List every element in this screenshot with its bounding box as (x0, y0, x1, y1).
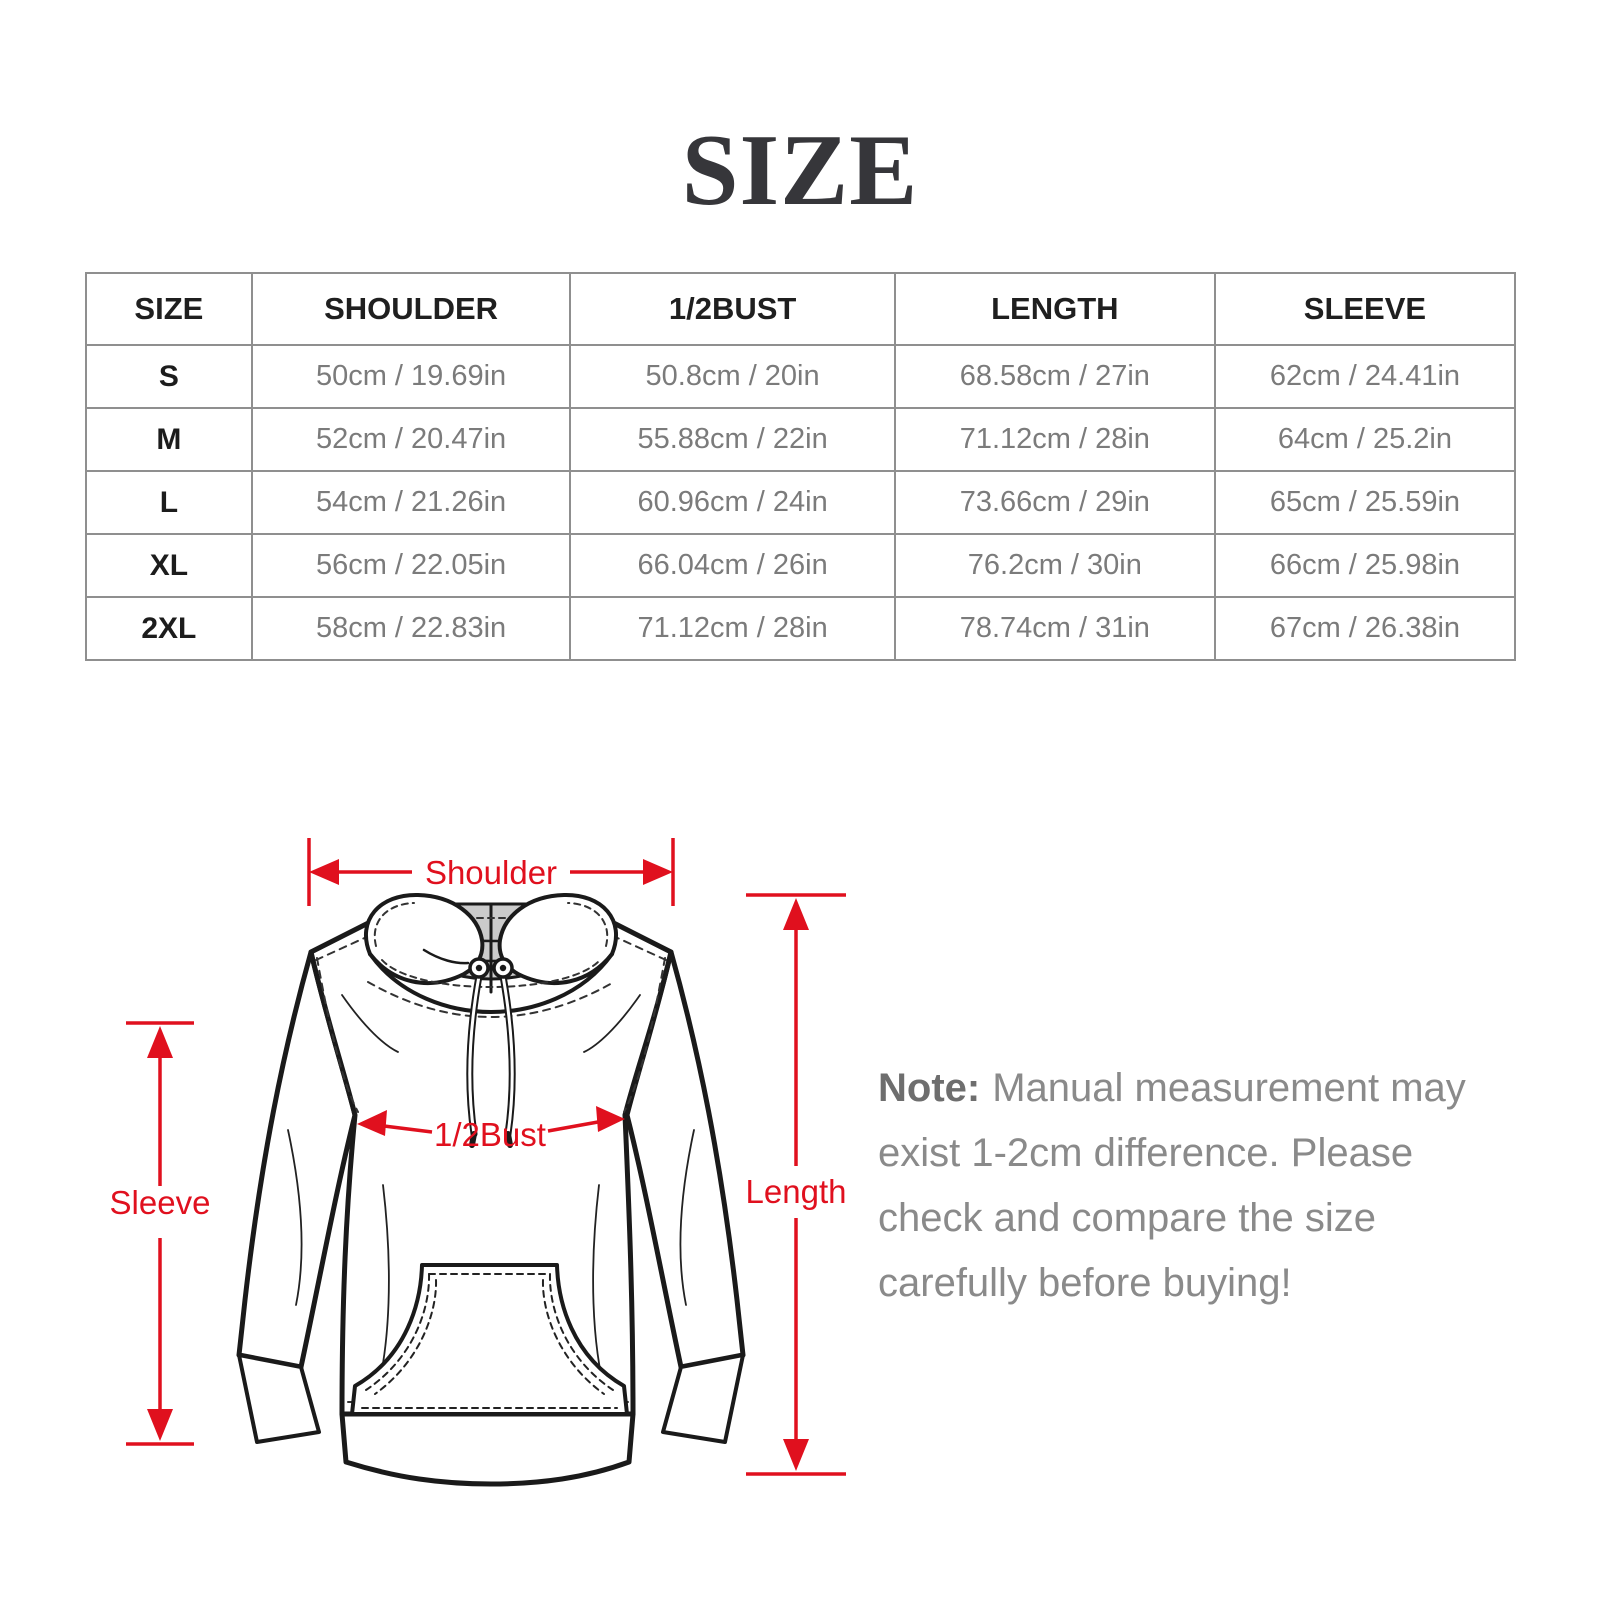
table-row-s: S 50cm / 19.69in 50.8cm / 20in 68.58cm /… (85, 344, 1517, 409)
drawstrings (466, 972, 516, 1148)
shoulder-value: 58cm / 22.83in (250, 596, 572, 661)
kangaroo-pocket (350, 1263, 629, 1416)
page-title: SIZE (681, 114, 919, 227)
note-line: check and compare the size (878, 1196, 1377, 1240)
halfbust-value: 55.88cm / 22in (569, 407, 896, 472)
size-label: S (85, 344, 253, 409)
size-label: 2XL (85, 596, 253, 661)
collar-fold-line (422, 948, 470, 965)
col-header-size: SIZE (85, 272, 253, 346)
shoulder-label: Shoulder (425, 854, 557, 891)
eyelets (468, 957, 514, 979)
length-value: 78.74cm / 31in (893, 596, 1216, 661)
note-line: carefully before buying! (878, 1261, 1292, 1305)
note-text: Manual measurement may (992, 1066, 1466, 1110)
shoulder-value: 54cm / 21.26in (250, 470, 572, 535)
length-value: 76.2cm / 30in (893, 533, 1216, 598)
arrowhead-down (147, 1409, 173, 1441)
table-row-l: L 54cm / 21.26in 60.96cm / 24in 73.66cm … (85, 470, 1517, 535)
length-value: 73.66cm / 29in (893, 470, 1216, 535)
length-value: 71.12cm / 28in (893, 407, 1216, 472)
sleeve-label: Sleeve (110, 1184, 211, 1221)
table-row-2xl: 2XL 58cm / 22.83in 71.12cm / 28in 78.74c… (85, 596, 1517, 661)
collar-bottom-edge (368, 952, 614, 1014)
length-value: 68.58cm / 27in (893, 344, 1216, 409)
note-line: Note: Manual measurement may (878, 1056, 1498, 1121)
arrowhead-left (357, 1110, 387, 1136)
table-row-xl: XL 56cm / 22.05in 66.04cm / 26in 76.2cm … (85, 533, 1517, 598)
shoulder-value: 50cm / 19.69in (250, 344, 572, 409)
arrowhead-up (783, 898, 809, 930)
sleeve-value: 65cm / 25.59in (1213, 470, 1517, 535)
measurement-diagram: Shoulder 1/2Bust Length Sleeve (80, 800, 880, 1590)
table-header-row: SIZE SHOULDER 1/2BUST LENGTH SLEEVE (85, 272, 1517, 346)
collar-stitching (373, 902, 609, 988)
size-label: L (85, 470, 253, 535)
right-cuff (661, 1353, 745, 1444)
sleeve-dimension: Sleeve (110, 1021, 211, 1446)
left-cuff (237, 1353, 321, 1444)
col-header-shoulder: SHOULDER (250, 272, 572, 346)
arrowhead-left (309, 859, 339, 885)
sleeve-value: 64cm / 25.2in (1213, 407, 1517, 472)
length-label: Length (746, 1173, 847, 1210)
arrowhead-down (783, 1439, 809, 1471)
halfbust-value: 60.96cm / 24in (569, 470, 896, 535)
table-row-m: M 52cm / 20.47in 55.88cm / 22in 71.12cm … (85, 407, 1517, 472)
col-header-halfbust: 1/2BUST (569, 272, 896, 346)
size-label: M (85, 407, 253, 472)
hoodie-diagram-svg: Shoulder 1/2Bust Length Sleeve (110, 838, 847, 1487)
sleeve-value: 67cm / 26.38in (1213, 596, 1517, 661)
size-label: XL (85, 533, 253, 598)
hoodie-illustration (236, 892, 746, 1487)
pocket-stitching (361, 1273, 618, 1409)
halfbust-value: 66.04cm / 26in (569, 533, 896, 598)
halfbust-value: 50.8cm / 20in (569, 344, 896, 409)
arrowhead-right (596, 1106, 625, 1132)
arrowhead-right (643, 859, 673, 885)
measurement-note: Note: Manual measurement may exist 1-2cm … (878, 1056, 1498, 1316)
sleeve-value: 62cm / 24.41in (1213, 344, 1517, 409)
halfbust-label: 1/2Bust (434, 1116, 546, 1153)
note-line: exist 1-2cm difference. Please (878, 1131, 1414, 1175)
collar-roll-right (497, 892, 619, 986)
shoulder-value: 56cm / 22.05in (250, 533, 572, 598)
halfbust-value: 71.12cm / 28in (569, 596, 896, 661)
hem-band (339, 1411, 636, 1487)
sleeve-value: 66cm / 25.98in (1213, 533, 1517, 598)
shoulder-dimension: Shoulder (307, 838, 675, 906)
note-prefix: Note: (878, 1066, 981, 1110)
size-chart-table: SIZE SHOULDER 1/2BUST LENGTH SLEEVE S 50… (85, 272, 1517, 661)
halfbust-dimension: 1/2Bust (357, 1106, 625, 1153)
length-dimension: Length (746, 893, 847, 1476)
col-header-length: LENGTH (893, 272, 1216, 346)
shoulder-value: 52cm / 20.47in (250, 407, 572, 472)
col-header-sleeve: SLEEVE (1213, 272, 1517, 346)
arrowhead-up (147, 1026, 173, 1058)
